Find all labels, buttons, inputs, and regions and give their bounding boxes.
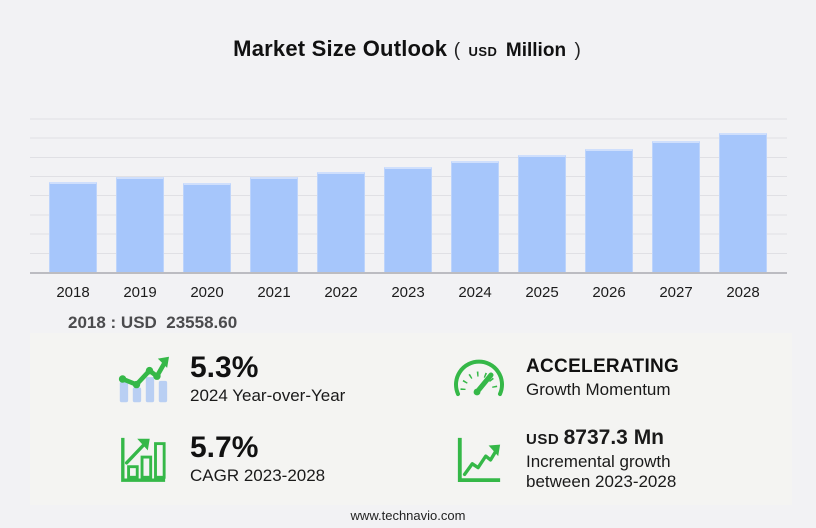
yoy-value: 5.3%	[190, 351, 259, 385]
incremental-label-line2: between 2023-2028	[526, 472, 677, 491]
unit-label: Million	[505, 40, 567, 61]
bar-2027	[652, 141, 700, 272]
bar-2026	[585, 148, 633, 272]
yoy-label: 2024 Year-over-Year	[190, 385, 346, 405]
x-tick-2019: 2019	[123, 284, 157, 301]
unit-paren-close: )	[574, 40, 581, 61]
bar-2019	[116, 177, 164, 272]
stat-cagr: 5.7% CAGR 2023-2028	[114, 432, 450, 486]
bar-2025	[518, 155, 566, 272]
bars-row	[49, 110, 767, 272]
bar-chart: 2018 2019 2020 2021 2022 2023 2024 2025 2026 2027…	[30, 110, 787, 301]
bar-2018	[49, 181, 97, 272]
bar-line-growth-icon	[114, 353, 172, 405]
x-tick-2028: 2028	[726, 284, 760, 301]
bar-2021	[250, 177, 298, 272]
framed-bar-chart-arrow-icon	[114, 434, 172, 484]
unit-currency: USD	[468, 44, 498, 59]
x-tick-2018: 2018	[56, 284, 90, 301]
x-tick-2020: 2020	[190, 284, 224, 301]
x-tick-2026: 2026	[592, 284, 626, 301]
stat-momentum: ACCELERATING Growth Momentum	[450, 356, 782, 400]
momentum-label: Growth Momentum	[526, 380, 671, 400]
cagr-value: 5.7%	[190, 431, 259, 465]
bar-2020	[183, 182, 231, 272]
bar-2028	[719, 133, 767, 272]
x-tick-2024: 2024	[458, 284, 492, 301]
plot-area	[30, 110, 787, 274]
x-axis-labels: 2018 2019 2020 2021 2022 2023 2024 2025 2026 2027…	[30, 284, 787, 301]
momentum-value: ACCELERATING	[526, 356, 680, 378]
incremental-label-line1: Incremental growth	[526, 451, 671, 471]
x-tick-2027: 2027	[659, 284, 693, 301]
speedometer-icon	[450, 358, 508, 400]
x-tick-2022: 2022	[324, 284, 358, 301]
bar-2024	[451, 161, 499, 272]
cagr-label: CAGR 2023-2028	[190, 465, 326, 485]
bar-2023	[384, 167, 432, 272]
stat-incremental: USD 8737.3 Mn Incremental growth between…	[450, 426, 782, 493]
x-tick-2023: 2023	[391, 284, 425, 301]
unit-paren-open: (	[453, 40, 461, 61]
source-url: www.technavio.com	[350, 508, 466, 523]
bar-2022	[317, 172, 365, 272]
stat-yoy: 5.3% 2024 Year-over-Year	[114, 352, 450, 406]
x-tick-2025: 2025	[525, 284, 559, 301]
axis-trend-arrow-icon	[450, 434, 508, 484]
incremental-currency: USD	[526, 430, 560, 448]
chart-title: Market Size Outlook	[233, 36, 448, 61]
incremental-value: 8737.3 Mn	[563, 425, 665, 449]
stats-panel: 5.3% 2024 Year-over-Year ACCELERATING Gr…	[30, 333, 792, 505]
baseline-value-note: 2018 : USD 23558.60	[68, 313, 238, 332]
page-title: Market Size Outlook ( USD Million )	[0, 36, 816, 62]
x-tick-2021: 2021	[257, 284, 291, 301]
